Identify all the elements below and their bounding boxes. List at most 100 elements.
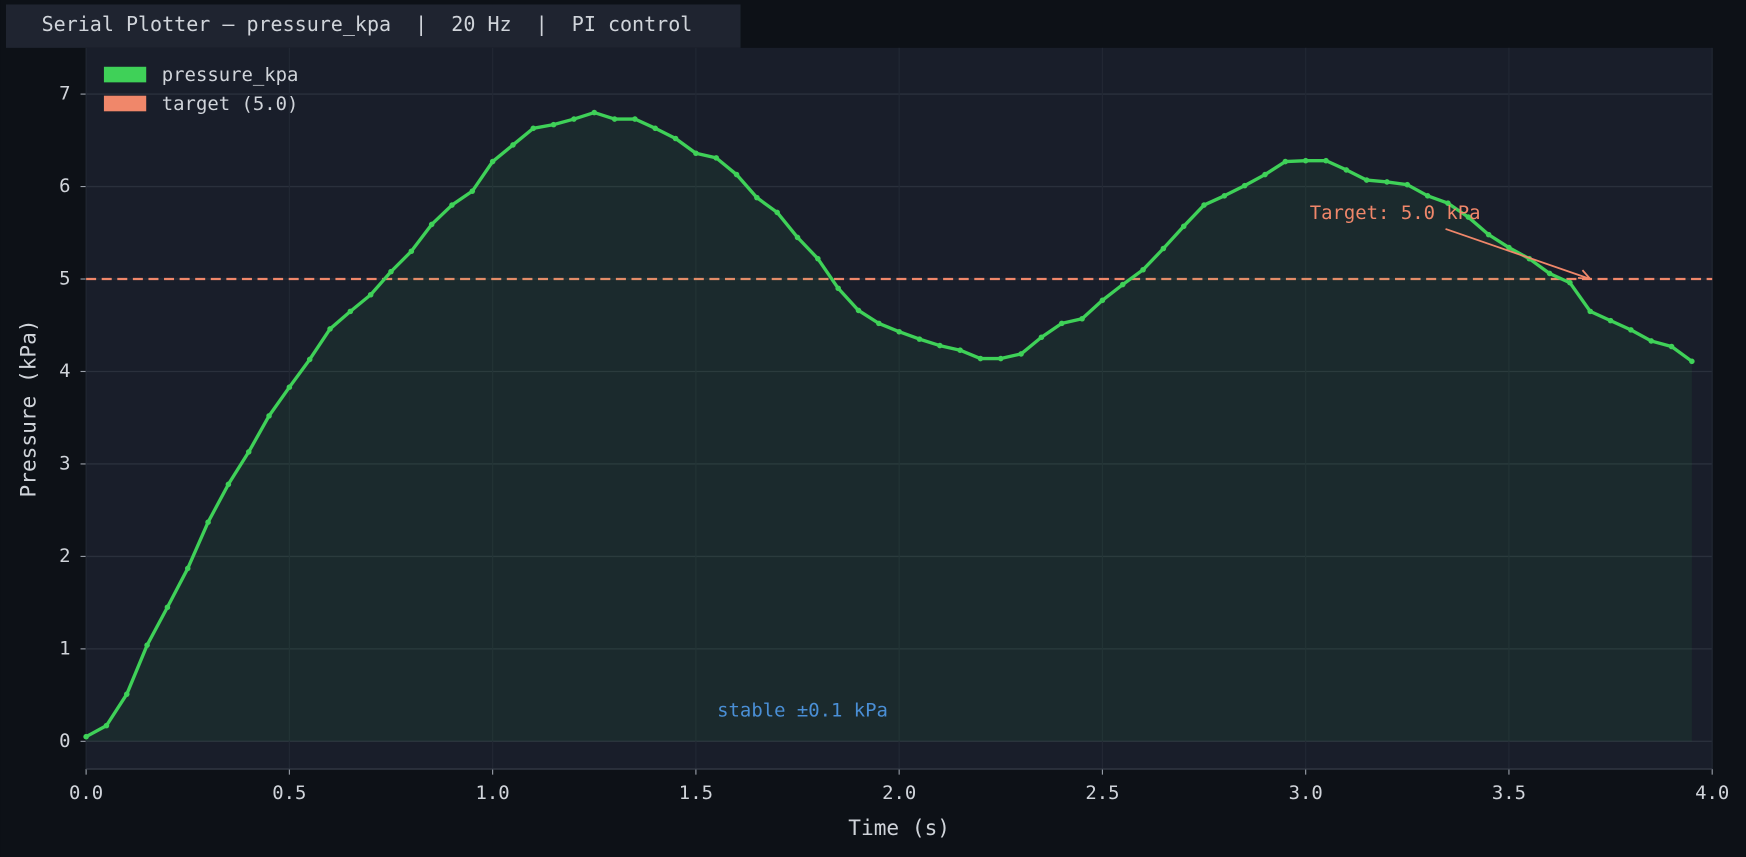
data-point [632, 116, 638, 122]
data-point [225, 481, 232, 488]
data-point [1485, 231, 1492, 238]
data-point [1221, 193, 1228, 199]
data-point [957, 347, 963, 353]
data-point [1099, 297, 1106, 304]
data-point [1384, 179, 1390, 185]
data-point [611, 116, 618, 122]
data-point [1424, 193, 1431, 199]
data-point [123, 691, 130, 697]
x-tick-label: 1.5 [679, 782, 713, 804]
data-point [388, 268, 394, 275]
data-point [1079, 315, 1085, 322]
data-point [1445, 200, 1451, 206]
x-tick-label: 4.0 [1695, 782, 1729, 804]
data-point [1689, 358, 1695, 365]
data-point [266, 413, 272, 419]
data-point [205, 519, 211, 525]
data-point [794, 234, 801, 241]
legend-label: pressure_kpa [162, 64, 299, 86]
data-point [1607, 317, 1614, 324]
x-axis-label: Time (s) [848, 815, 950, 840]
data-point [1262, 171, 1268, 178]
data-point [1506, 244, 1512, 251]
data-point [652, 125, 659, 132]
data-point [1648, 338, 1654, 344]
data-point [1180, 223, 1187, 230]
data-point [733, 171, 740, 178]
data-point [896, 328, 902, 335]
data-point [1465, 214, 1472, 220]
data-point [510, 142, 516, 148]
data-point [855, 307, 862, 314]
annotation: Target: 5.0 kPa [1310, 202, 1481, 224]
data-point [1119, 281, 1126, 288]
title: Serial Plotter — pressure_kpa | 20 Hz | … [42, 12, 693, 36]
data-point [693, 150, 699, 157]
area-fill [86, 112, 1692, 742]
data-point [1282, 158, 1289, 165]
y-tick-label: 7 [59, 83, 70, 105]
data-point [1363, 177, 1370, 183]
series-line [85, 110, 1693, 739]
legend-swatch [103, 95, 147, 112]
data-point [591, 109, 598, 116]
data-point [835, 285, 841, 292]
data-point [815, 255, 821, 262]
legend-label: target (5.0) [162, 93, 299, 115]
data-point [103, 722, 110, 729]
data-point [245, 449, 252, 455]
data-point [672, 135, 679, 142]
x-tick-label: 2.0 [882, 782, 916, 804]
data-point [489, 158, 496, 165]
annotation-arrow [1445, 228, 1591, 280]
data-point [550, 121, 557, 128]
data-point [774, 209, 780, 216]
data-point [1302, 157, 1309, 164]
data-point [428, 221, 435, 228]
data-point [937, 342, 943, 349]
data-point [530, 125, 537, 132]
data-point [408, 248, 415, 255]
data-point [754, 194, 760, 201]
data-point [1587, 308, 1594, 315]
data-point [1668, 343, 1675, 350]
data-point [571, 116, 577, 122]
data-point [998, 355, 1004, 362]
y-tick-label: 3 [59, 452, 70, 474]
data-point [1241, 182, 1248, 189]
x-tick-label: 0.5 [272, 782, 306, 804]
x-tick-label: 3.5 [1492, 782, 1526, 804]
data-point [1628, 327, 1634, 333]
y-axis-label: Pressure (kPa) [15, 319, 40, 497]
data-point [977, 355, 984, 362]
data-point [286, 384, 293, 390]
data-point [144, 642, 150, 648]
y-tick-label: 2 [59, 545, 70, 567]
data-point [449, 202, 455, 208]
data-point [1038, 334, 1045, 341]
data-point [713, 155, 720, 161]
y-tick-label: 4 [59, 360, 70, 382]
x-tick-label: 3.0 [1289, 782, 1323, 804]
data-point [469, 188, 476, 194]
data-point [1160, 245, 1167, 252]
data-point [1140, 266, 1146, 273]
data-point [1018, 351, 1024, 357]
y-tick-label: 6 [59, 175, 70, 197]
data-point [1058, 320, 1065, 327]
data-point [1323, 157, 1329, 164]
data-point [916, 336, 923, 342]
y-tick-label: 0 [59, 730, 70, 752]
data-point [184, 565, 191, 572]
data-point [1546, 270, 1553, 277]
arrow-head [1577, 269, 1591, 280]
data-point [367, 291, 374, 298]
y-tick-label: 5 [59, 268, 70, 290]
data-point [1343, 167, 1350, 173]
data-point [1404, 181, 1411, 188]
x-tick-label: 0.0 [69, 782, 103, 804]
annotation: stable ±0.1 kPa [717, 700, 888, 722]
x-tick-label: 1.0 [476, 782, 510, 804]
